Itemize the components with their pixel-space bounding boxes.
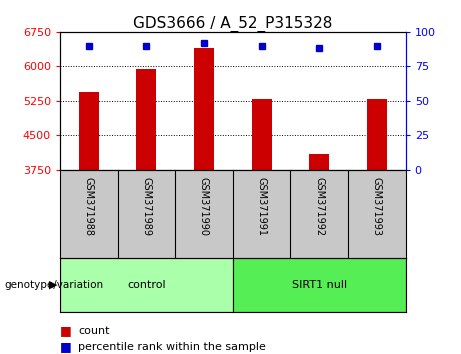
Text: count: count xyxy=(78,326,110,336)
Text: SIRT1 null: SIRT1 null xyxy=(292,280,347,290)
Text: GSM371993: GSM371993 xyxy=(372,177,382,236)
Text: genotype/variation: genotype/variation xyxy=(5,280,104,290)
Bar xyxy=(233,258,406,312)
Text: GSM371992: GSM371992 xyxy=(314,177,324,236)
Text: ▶: ▶ xyxy=(49,280,58,290)
Bar xyxy=(309,154,329,170)
Bar xyxy=(136,69,156,170)
Bar xyxy=(252,98,272,170)
Text: control: control xyxy=(127,280,165,290)
Text: GSM371991: GSM371991 xyxy=(257,177,266,236)
Text: GSM371988: GSM371988 xyxy=(84,177,94,236)
Title: GDS3666 / A_52_P315328: GDS3666 / A_52_P315328 xyxy=(133,16,332,32)
Text: ■: ■ xyxy=(60,325,71,337)
Text: GSM371989: GSM371989 xyxy=(142,177,151,236)
Bar xyxy=(367,98,387,170)
Bar xyxy=(60,258,233,312)
Bar xyxy=(194,48,214,170)
Text: GSM371990: GSM371990 xyxy=(199,177,209,236)
Text: ■: ■ xyxy=(60,341,71,353)
Bar xyxy=(79,92,99,170)
Text: percentile rank within the sample: percentile rank within the sample xyxy=(78,342,266,352)
